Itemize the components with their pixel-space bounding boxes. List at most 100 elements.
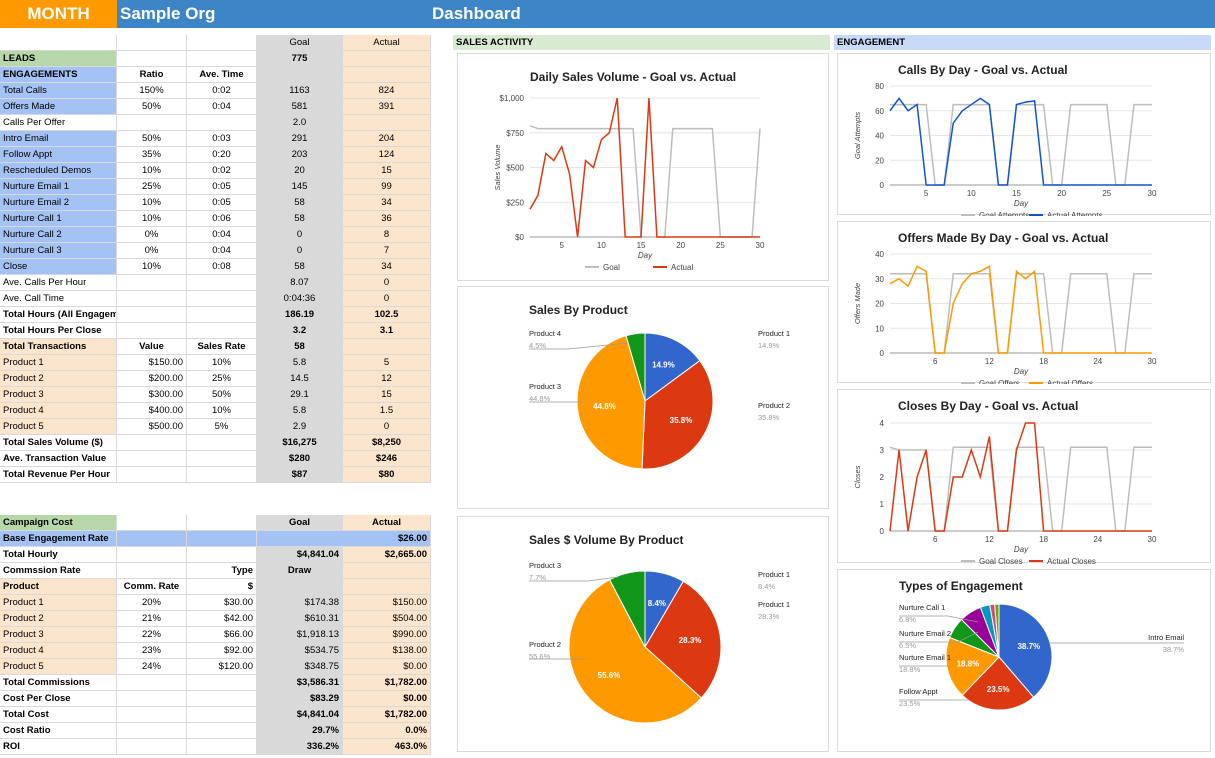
leads-cell-e[interactable] [343, 339, 431, 355]
leads-cell-d[interactable]: $87 [257, 467, 343, 483]
leads-cell-c[interactable] [187, 35, 257, 51]
leads-cell-d[interactable]: 145 [257, 179, 343, 195]
leads-cell-d[interactable]: 203 [257, 147, 343, 163]
cost-cell-b[interactable] [117, 531, 187, 547]
leads-cell-d[interactable]: 3.2 [257, 323, 343, 339]
cost-cell-a[interactable]: Product 5 [0, 659, 117, 675]
leads-cell-c[interactable]: 0:04 [187, 227, 257, 243]
leads-cell-c[interactable]: Ave. Time [187, 67, 257, 83]
leads-cell-e[interactable]: Actual [343, 35, 431, 51]
cost-cell-b[interactable] [117, 707, 187, 723]
closes-by-day-chart[interactable]: Closes By Day - Goal vs. Actual 0 1 2 3 4 6 12 1… [837, 389, 1211, 566]
cost-cell-b[interactable] [117, 563, 187, 579]
leads-cell-a[interactable]: Close [0, 259, 117, 275]
cost-cell-c[interactable]: Type [187, 563, 257, 579]
leads-cell-e[interactable]: 7 [343, 243, 431, 259]
leads-cell-b[interactable]: $500.00 [117, 419, 187, 435]
leads-cell-a[interactable]: Product 2 [0, 371, 117, 387]
leads-cell-a[interactable]: Ave. Calls Per Hour [0, 275, 117, 291]
sales-volume-by-product-chart[interactable]: Sales $ Volume By Product 8.4% 28.3% 55.6% P… [457, 516, 829, 752]
cost-cell-b[interactable] [117, 739, 187, 755]
leads-cell-d[interactable]: 2.9 [257, 419, 343, 435]
leads-cell-d[interactable] [257, 67, 343, 83]
cost-cell-a[interactable]: Total Commissions [0, 675, 117, 691]
leads-cell-b[interactable]: $300.00 [117, 387, 187, 403]
leads-cell-b[interactable] [117, 291, 187, 307]
cost-cell-b[interactable]: 22% [117, 627, 187, 643]
cost-cell-e[interactable]: $150.00 [343, 595, 431, 611]
leads-cell-a[interactable] [0, 35, 117, 51]
leads-cell-e[interactable]: 0 [343, 291, 431, 307]
leads-cell-c[interactable]: 25% [187, 371, 257, 387]
cost-cell-d[interactable]: 29.7% [257, 723, 343, 739]
leads-cell-c[interactable] [187, 115, 257, 131]
cost-cell-a[interactable]: Product [0, 579, 117, 595]
cost-cell-a[interactable]: Campaign Cost [0, 515, 117, 531]
leads-cell-a[interactable]: Product 1 [0, 355, 117, 371]
cost-cell-a[interactable]: Commssion Rate [0, 563, 117, 579]
cost-cell-a[interactable]: Product 4 [0, 643, 117, 659]
leads-cell-d[interactable]: 20 [257, 163, 343, 179]
leads-cell-a[interactable]: Total Calls [0, 83, 117, 99]
leads-cell-e[interactable] [343, 115, 431, 131]
leads-cell-e[interactable]: 5 [343, 355, 431, 371]
cost-cell-d[interactable]: Goal [257, 515, 343, 531]
leads-cell-d[interactable]: 0 [257, 227, 343, 243]
leads-cell-c[interactable] [187, 435, 257, 451]
leads-cell-d[interactable]: 186.19 [257, 307, 343, 323]
leads-cell-e[interactable]: $8,250 [343, 435, 431, 451]
leads-cell-d[interactable]: 8.07 [257, 275, 343, 291]
leads-cell-b[interactable]: 10% [117, 211, 187, 227]
leads-cell-c[interactable]: 0:05 [187, 195, 257, 211]
leads-cell-d[interactable]: 58 [257, 211, 343, 227]
leads-cell-b[interactable]: 50% [117, 131, 187, 147]
cost-cell-b[interactable]: 20% [117, 595, 187, 611]
leads-cell-b[interactable] [117, 467, 187, 483]
cost-cell-e[interactable]: $504.00 [343, 611, 431, 627]
leads-cell-a[interactable]: Offers Made [0, 99, 117, 115]
cost-cell-e[interactable]: $2,665.00 [343, 547, 431, 563]
cost-cell-c[interactable] [187, 675, 257, 691]
cost-cell-c[interactable] [187, 707, 257, 723]
cost-cell-b[interactable] [117, 515, 187, 531]
leads-cell-a[interactable]: Total Hours (All Engagement Time) [0, 307, 117, 323]
leads-cell-c[interactable] [187, 451, 257, 467]
leads-cell-c[interactable]: 0:05 [187, 179, 257, 195]
leads-cell-c[interactable]: 0:08 [187, 259, 257, 275]
leads-cell-a[interactable]: Total Sales Volume ($) [0, 435, 117, 451]
leads-cell-e[interactable] [343, 67, 431, 83]
leads-cell-d[interactable]: 2.0 [257, 115, 343, 131]
leads-cell-a[interactable]: Nurture Call 2 [0, 227, 117, 243]
leads-cell-a[interactable]: Calls Per Offer [0, 115, 117, 131]
cost-cell-e[interactable]: $138.00 [343, 643, 431, 659]
leads-cell-e[interactable]: 1.5 [343, 403, 431, 419]
leads-cell-b[interactable]: 10% [117, 163, 187, 179]
leads-cell-c[interactable] [187, 467, 257, 483]
leads-cell-c[interactable]: 0:04 [187, 243, 257, 259]
cost-cell-d[interactable]: $1,918.13 [257, 627, 343, 643]
leads-cell-e[interactable]: 824 [343, 83, 431, 99]
cost-cell-c[interactable] [187, 723, 257, 739]
leads-cell-c[interactable]: 50% [187, 387, 257, 403]
cost-cell-b[interactable]: 21% [117, 611, 187, 627]
leads-cell-e[interactable]: 204 [343, 131, 431, 147]
cost-cell-a[interactable]: ROI [0, 739, 117, 755]
cost-cell-d[interactable]: $26.00 [257, 531, 431, 547]
leads-cell-c[interactable]: 0:06 [187, 211, 257, 227]
leads-cell-c[interactable]: Sales Rate [187, 339, 257, 355]
offers-by-day-chart[interactable]: Offers Made By Day - Goal vs. Actual 0 10 2… [837, 221, 1211, 388]
cost-cell-e[interactable]: 0.0% [343, 723, 431, 739]
leads-cell-e[interactable]: 0 [343, 419, 431, 435]
leads-cell-a[interactable]: Total Transactions [0, 339, 117, 355]
leads-cell-a[interactable]: Product 4 [0, 403, 117, 419]
sales-by-product-chart[interactable]: Sales By Product 14.9% 35.8% 44.8% Product 4… [457, 286, 829, 509]
cost-cell-b[interactable] [117, 691, 187, 707]
leads-cell-b[interactable]: Ratio [117, 67, 187, 83]
cost-cell-e[interactable] [343, 563, 431, 579]
leads-cell-b[interactable]: $200.00 [117, 371, 187, 387]
leads-cell-b[interactable] [117, 307, 187, 323]
leads-cell-b[interactable] [117, 323, 187, 339]
cost-cell-d[interactable]: $4,841.04 [257, 547, 343, 563]
leads-cell-b[interactable]: 35% [117, 147, 187, 163]
cost-cell-a[interactable]: Total Hourly [0, 547, 117, 563]
